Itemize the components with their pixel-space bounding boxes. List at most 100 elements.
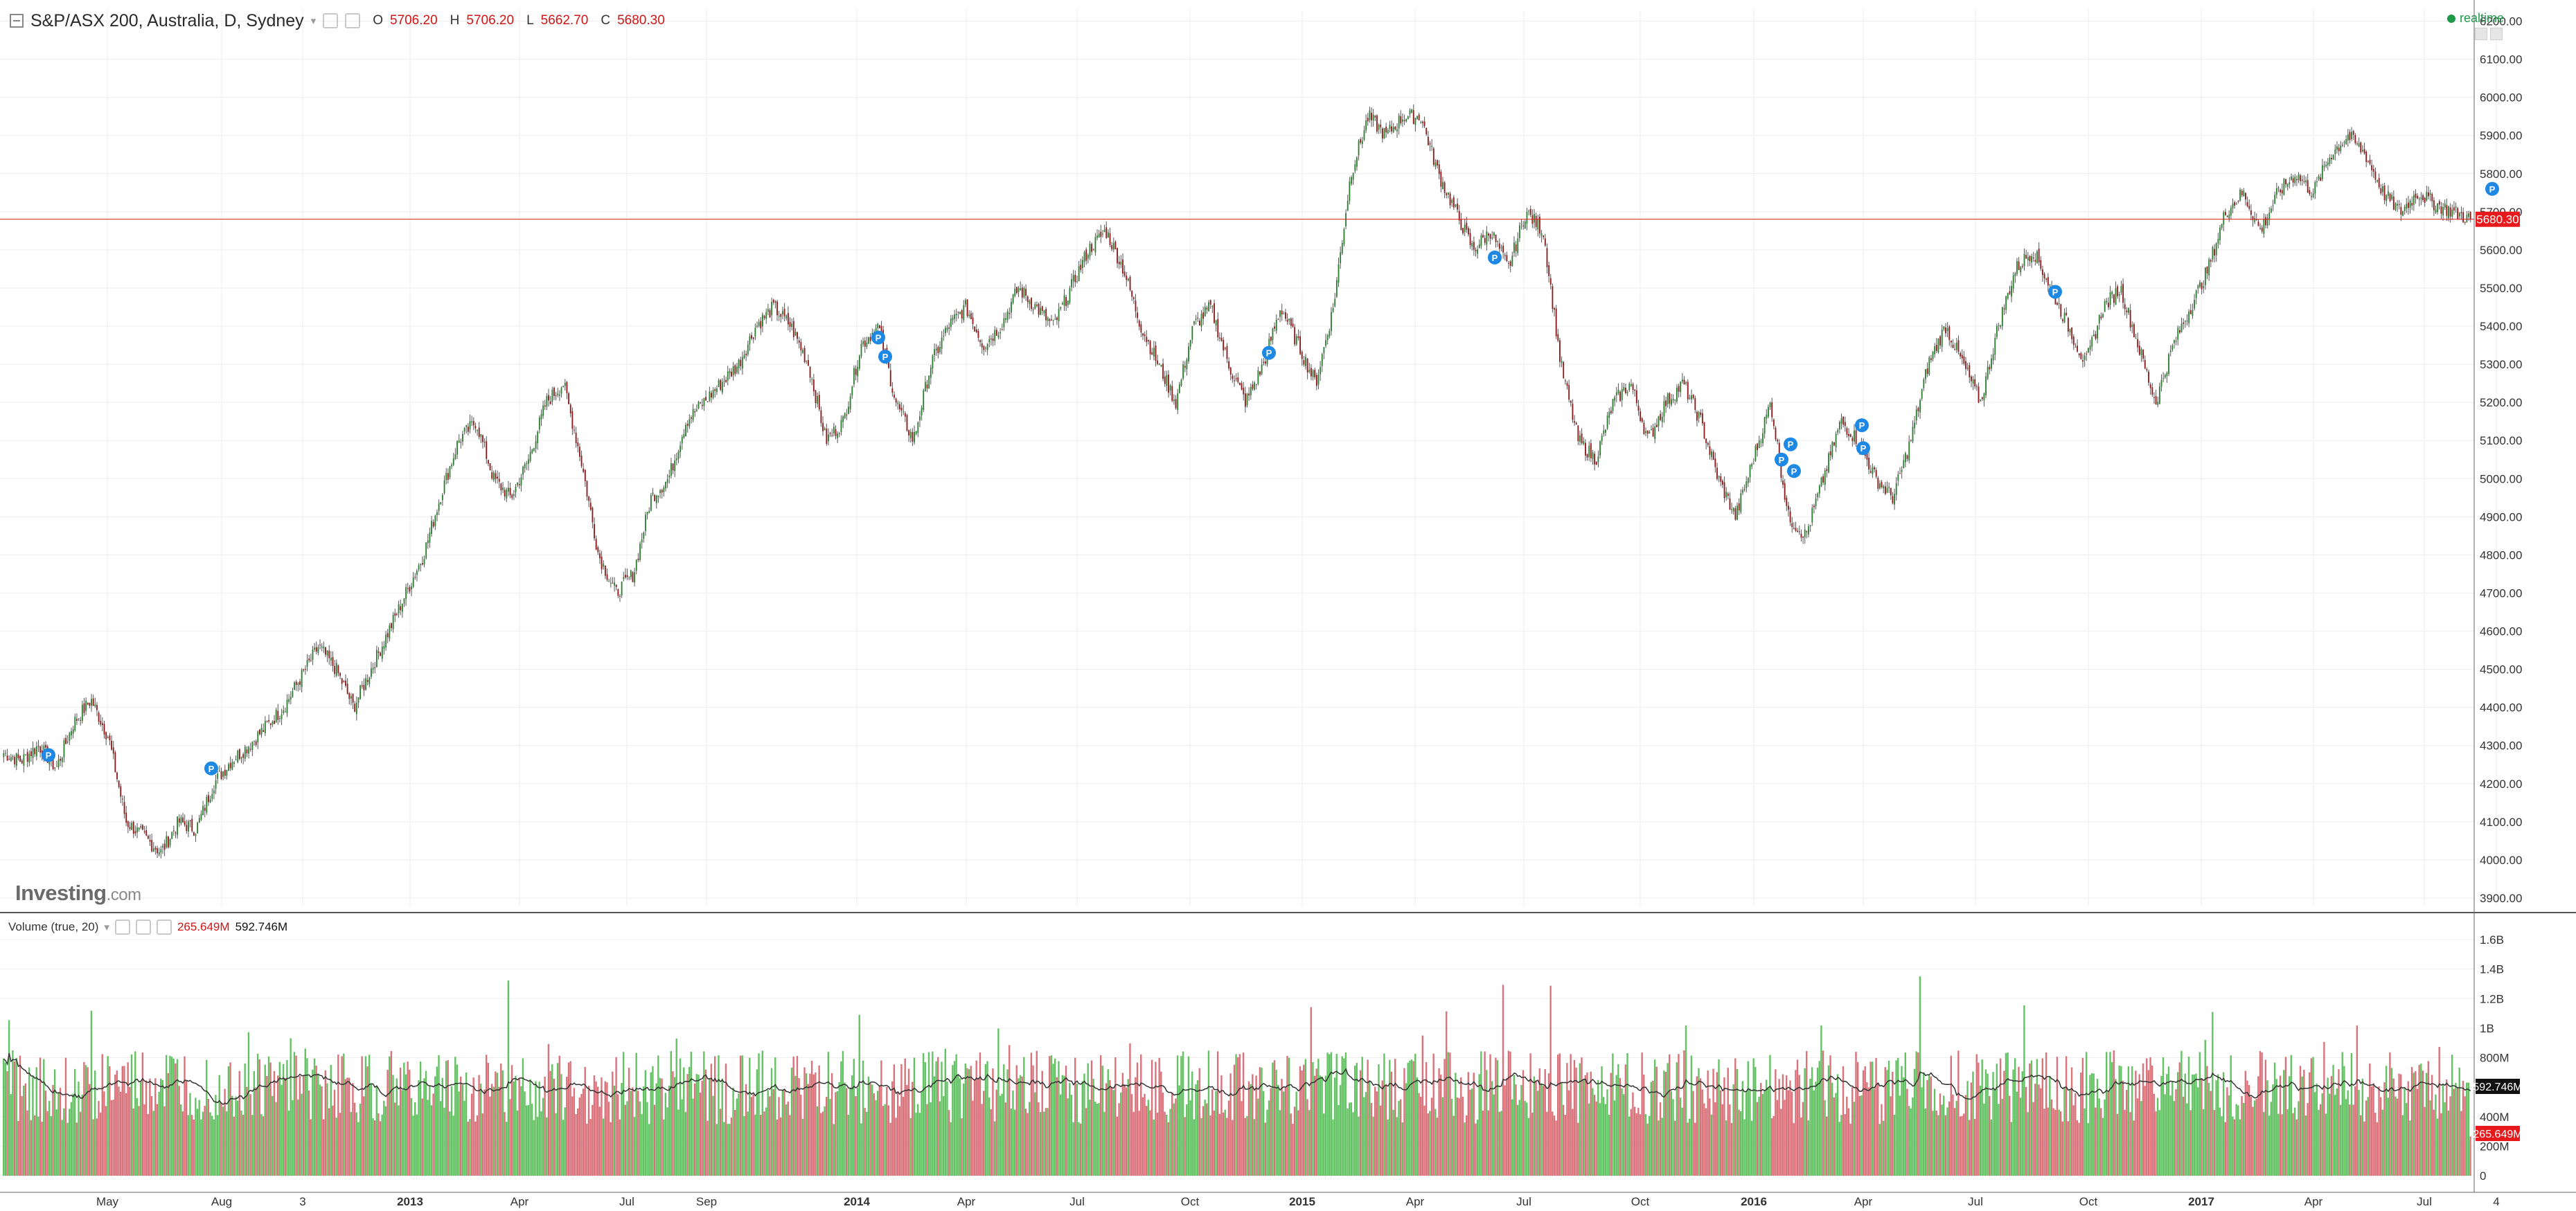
hide-icon[interactable] bbox=[135, 920, 151, 935]
candle-body bbox=[1943, 326, 1945, 330]
candle-body bbox=[2316, 181, 2318, 183]
candle-body bbox=[1935, 344, 1937, 351]
price-tick-label: 5400.00 bbox=[2480, 320, 2522, 333]
volume-bar bbox=[458, 1091, 460, 1176]
volume-bar bbox=[1633, 1106, 1636, 1176]
candle-body bbox=[1594, 454, 1596, 465]
volume-bar bbox=[1396, 1117, 1398, 1176]
volume-bar bbox=[1162, 1092, 1164, 1176]
status-dot-icon bbox=[2446, 14, 2455, 23]
candle-body bbox=[3, 753, 5, 757]
volume-bar bbox=[2248, 1085, 2250, 1176]
volume-bar bbox=[1904, 1052, 1906, 1176]
candle-body bbox=[666, 479, 668, 483]
candle-body bbox=[972, 317, 974, 325]
volume-axis-ticks[interactable]: 1.6B1.4B1.2B1B800M600M400M200M0 bbox=[2480, 933, 2510, 1183]
chevron-down-icon[interactable]: ▾ bbox=[310, 15, 317, 27]
restore-icon[interactable] bbox=[2490, 28, 2503, 40]
candle-body bbox=[72, 729, 74, 734]
candle-body bbox=[1345, 213, 1347, 226]
candle-body bbox=[1597, 456, 1599, 463]
candle-body bbox=[683, 433, 685, 438]
candle-body bbox=[1303, 360, 1305, 365]
candle-body bbox=[1848, 433, 1850, 437]
volume-bar bbox=[1555, 1120, 1557, 1176]
price-axis-ticks[interactable]: 6200.006100.006000.005900.005800.005700.… bbox=[2480, 15, 2522, 905]
candle-body bbox=[2314, 181, 2316, 194]
settings-icon[interactable] bbox=[323, 13, 339, 28]
volume-bar bbox=[2255, 1098, 2257, 1176]
candle-body bbox=[191, 818, 193, 832]
symbol-title[interactable]: S&P/ASX 200, Australia, D, Sydney bbox=[30, 10, 304, 30]
settings-icon[interactable] bbox=[114, 920, 130, 935]
volume-bar bbox=[756, 1069, 758, 1176]
candle-body bbox=[1769, 402, 1771, 408]
volume-bar bbox=[79, 1111, 82, 1176]
candle-body bbox=[500, 483, 502, 491]
candle-body bbox=[34, 748, 36, 755]
volume-bar bbox=[1218, 1113, 1220, 1176]
candle-body bbox=[330, 657, 332, 661]
volume-bar bbox=[2323, 1041, 2325, 1176]
candle-body bbox=[701, 404, 703, 406]
volume-bar bbox=[602, 1118, 605, 1176]
candle-body bbox=[398, 604, 400, 613]
candle-body bbox=[1056, 317, 1058, 321]
event-marker-icon bbox=[1855, 418, 1869, 433]
volume-bar bbox=[1818, 1061, 1820, 1176]
candle-body bbox=[2075, 346, 2077, 348]
candle-body bbox=[169, 838, 171, 846]
candle-body bbox=[1908, 441, 1910, 461]
volume-bar bbox=[1358, 1116, 1360, 1176]
candle-body bbox=[2389, 193, 2391, 201]
volume-bar bbox=[1544, 1069, 1546, 1176]
candle-body bbox=[932, 355, 934, 369]
candle-body bbox=[1270, 337, 1272, 341]
event-marker-icon bbox=[1775, 452, 1788, 467]
volume-bar bbox=[1496, 1060, 1499, 1176]
volume-bar bbox=[1878, 1124, 1881, 1176]
volume-bar bbox=[123, 1066, 125, 1176]
candle-body bbox=[1736, 505, 1738, 520]
volume-bar bbox=[1659, 1102, 1662, 1176]
volume-bar bbox=[1013, 1109, 1016, 1176]
candle-body bbox=[1888, 486, 1890, 488]
candle-body bbox=[1020, 288, 1022, 291]
volume-bar bbox=[2329, 1093, 2331, 1176]
candle-body bbox=[741, 357, 743, 369]
volume-bar bbox=[1670, 1091, 1673, 1176]
event-marker-letter: P bbox=[1266, 348, 1272, 359]
volume-bar bbox=[2289, 1076, 2291, 1176]
candle-body bbox=[731, 371, 732, 377]
volume-bar bbox=[87, 1067, 89, 1176]
candle-body bbox=[685, 424, 686, 437]
candle-body bbox=[1835, 433, 1837, 448]
close-icon[interactable] bbox=[156, 920, 172, 935]
candle-body bbox=[1961, 355, 1963, 359]
time-axis-ticks[interactable]: May Aug 3 2013 Apr Jul Sep 2014 Apr Jul Oct 2015 Apr… bbox=[96, 1195, 2500, 1208]
hide-icon[interactable] bbox=[345, 13, 361, 28]
maximize-icon[interactable] bbox=[2475, 28, 2487, 40]
candle-body bbox=[465, 425, 468, 427]
candle-body bbox=[83, 703, 85, 713]
candle-body bbox=[740, 359, 742, 366]
volume-bar bbox=[445, 1061, 447, 1176]
candle-body bbox=[1869, 471, 1872, 473]
candle-body bbox=[28, 753, 30, 763]
volume-bar bbox=[695, 1074, 698, 1176]
volume-bar bbox=[2319, 1104, 2322, 1176]
candle-body bbox=[1978, 386, 1980, 403]
candle-body bbox=[2446, 205, 2448, 216]
volume-title[interactable]: Volume (true, 20) bbox=[8, 920, 99, 933]
volume-bar bbox=[1919, 976, 1921, 1176]
volume-bar bbox=[855, 1096, 857, 1176]
collapse-icon[interactable] bbox=[10, 14, 24, 28]
volume-bar bbox=[990, 1109, 992, 1176]
candle-body bbox=[595, 539, 597, 550]
candle-body bbox=[45, 744, 46, 748]
volume-bar bbox=[207, 1098, 210, 1176]
candle-body bbox=[246, 749, 248, 754]
chevron-down-icon[interactable]: ▾ bbox=[104, 922, 109, 933]
volume-bar bbox=[527, 1104, 530, 1176]
